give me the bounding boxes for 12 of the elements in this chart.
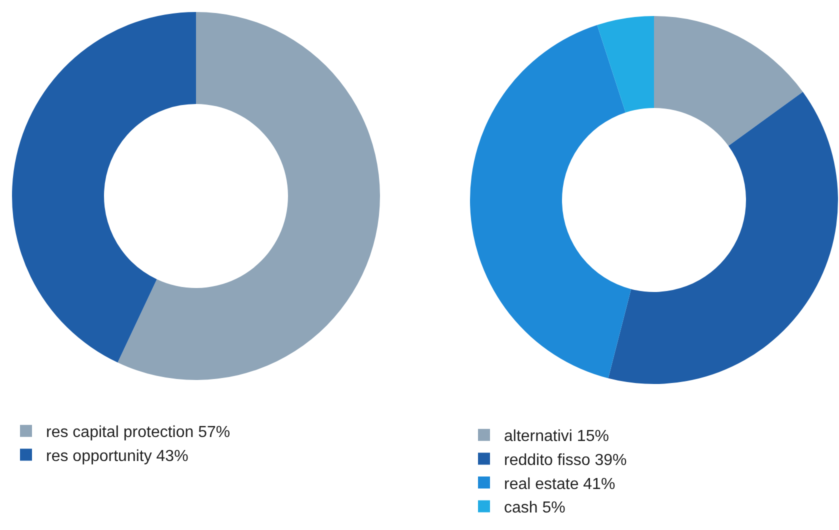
legend-label: reddito fisso 39%	[504, 452, 627, 469]
legend-label: cash 5%	[504, 500, 566, 517]
donut-slice	[654, 16, 803, 146]
legend-label: res capital protection 57%	[46, 424, 230, 442]
donut-slice	[597, 16, 654, 113]
donut-slice	[608, 92, 838, 384]
donut-slice	[470, 25, 632, 378]
legend-label: alternativi 15%	[504, 428, 609, 446]
legend-label: real estate 41%	[504, 476, 616, 493]
donut-slice	[118, 12, 380, 380]
legend-label: res opportunity 43%	[46, 448, 188, 465]
donut-slice	[12, 12, 196, 362]
